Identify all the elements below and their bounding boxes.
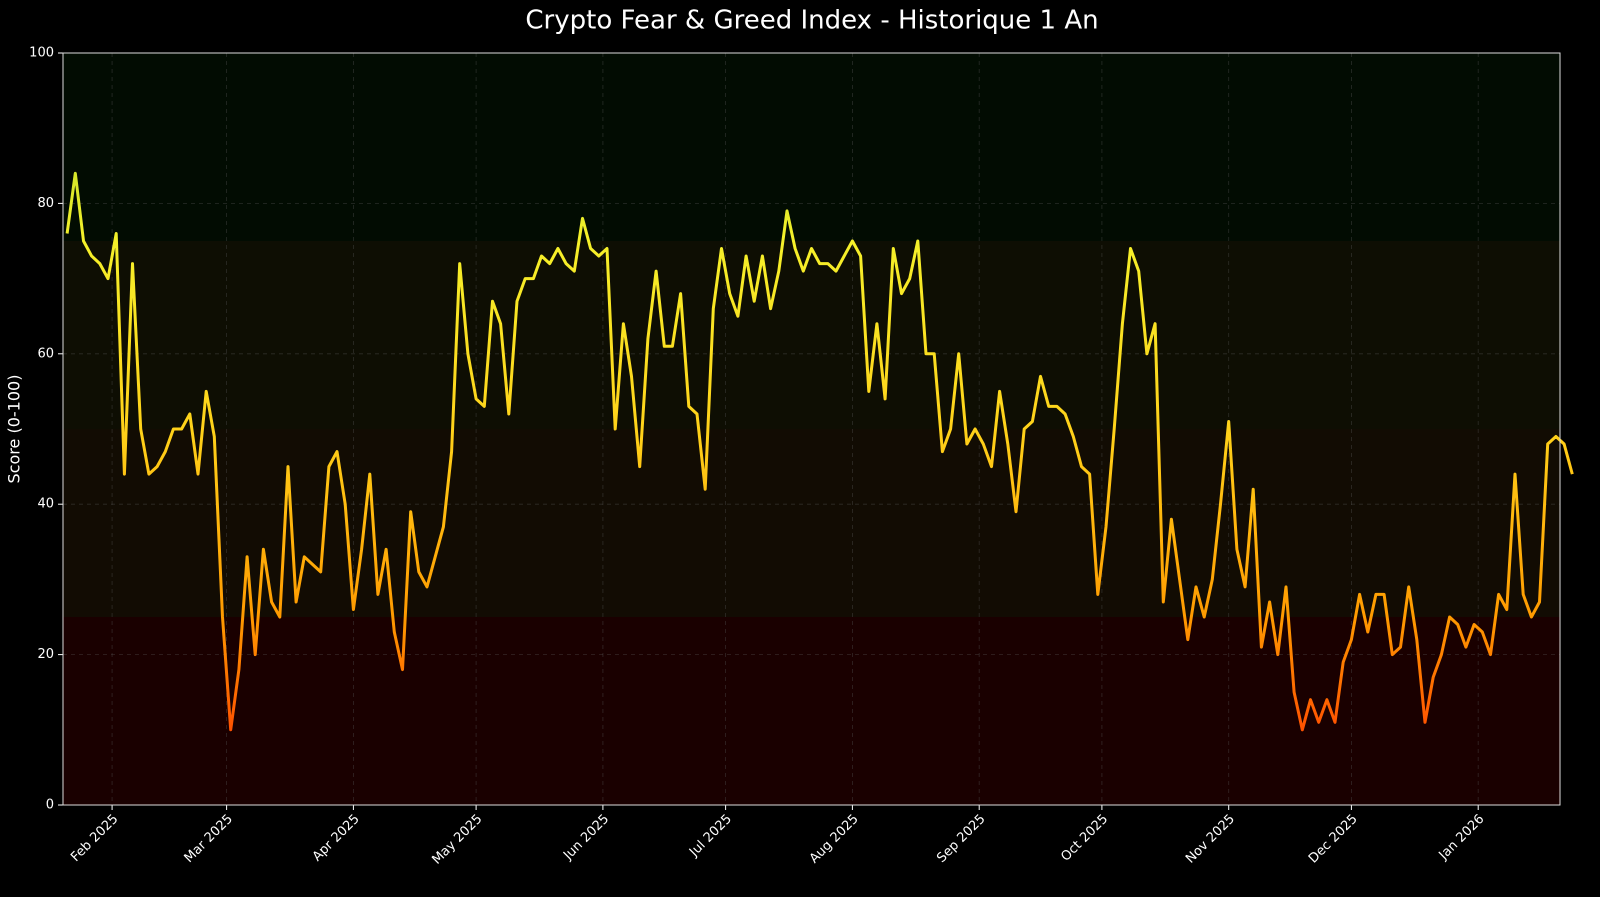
x-tick-label: Jan 2026 <box>1436 812 1488 864</box>
x-tick-label: Aug 2025 <box>807 812 862 867</box>
x-tick-label: Apr 2025 <box>310 812 363 865</box>
x-tick-label: May 2025 <box>429 812 485 868</box>
x-tick-label: Feb 2025 <box>68 812 121 865</box>
y-tick-label: 0 <box>46 798 54 813</box>
y-tick-label: 60 <box>37 346 54 361</box>
x-tick-label: Sep 2025 <box>934 812 988 866</box>
zone-band <box>63 617 1560 805</box>
plot-frame <box>62 52 1561 806</box>
y-tick-label: 20 <box>37 647 54 662</box>
zone-band <box>63 241 1560 429</box>
y-tick-label: 80 <box>37 196 54 211</box>
chart-title: Crypto Fear & Greed Index - Historique 1… <box>525 6 1098 36</box>
index-line <box>65 171 1574 732</box>
x-tick-label: Jun 2025 <box>560 812 612 864</box>
x-tick-label: Dec 2025 <box>1306 812 1361 867</box>
y-tick-label: 40 <box>37 497 54 512</box>
x-tick-label: Jul 2025 <box>686 812 735 861</box>
zone-band <box>63 53 1560 241</box>
y-tick-label: 100 <box>29 46 54 61</box>
x-tick-label: Nov 2025 <box>1183 812 1238 867</box>
zone-band <box>63 429 1560 617</box>
x-tick-label: Mar 2025 <box>182 812 236 866</box>
x-tick-label: Oct 2025 <box>1058 812 1111 865</box>
y-axis-label: Score (0-100) <box>5 375 24 484</box>
